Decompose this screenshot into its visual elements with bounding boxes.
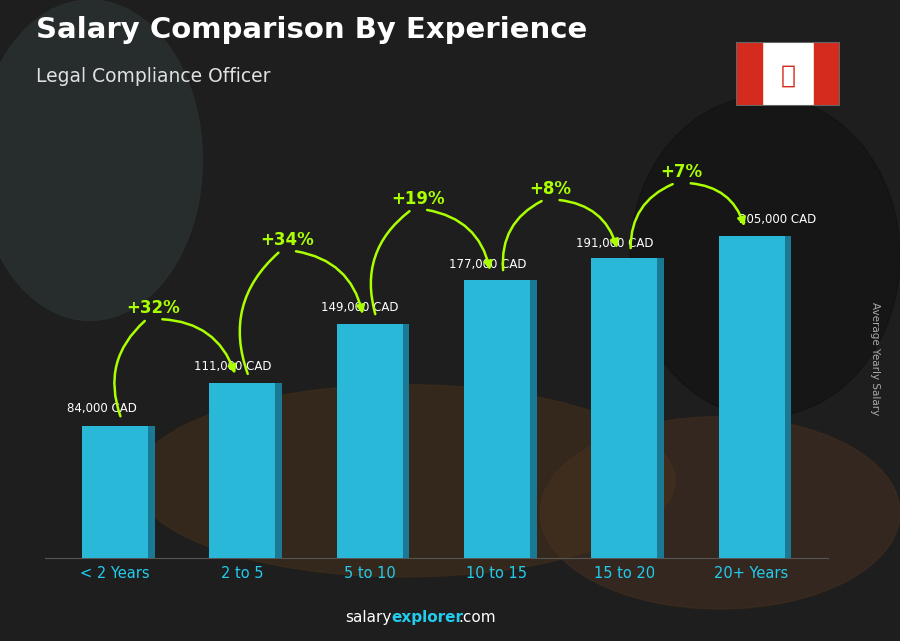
Text: explorer: explorer (392, 610, 464, 625)
Polygon shape (464, 280, 530, 558)
Polygon shape (591, 258, 657, 558)
Text: +19%: +19% (392, 190, 445, 208)
Bar (736, 42, 762, 106)
Ellipse shape (135, 385, 675, 577)
Text: +8%: +8% (529, 180, 572, 198)
Text: Average Yearly Salary: Average Yearly Salary (869, 303, 880, 415)
Text: 205,000 CAD: 205,000 CAD (739, 213, 816, 226)
Ellipse shape (0, 0, 202, 320)
Polygon shape (403, 324, 410, 558)
Ellipse shape (540, 417, 900, 609)
Text: +7%: +7% (661, 163, 703, 181)
Text: 84,000 CAD: 84,000 CAD (67, 402, 137, 415)
Polygon shape (785, 236, 791, 558)
Polygon shape (337, 324, 403, 558)
Polygon shape (275, 383, 282, 558)
Polygon shape (209, 383, 275, 558)
Polygon shape (657, 258, 664, 558)
Polygon shape (148, 426, 155, 558)
Text: +32%: +32% (126, 299, 180, 317)
Text: .com: .com (458, 610, 496, 625)
Polygon shape (718, 236, 785, 558)
Polygon shape (82, 426, 148, 558)
Bar (814, 42, 840, 106)
Text: 191,000 CAD: 191,000 CAD (576, 237, 653, 250)
Text: 149,000 CAD: 149,000 CAD (321, 301, 399, 314)
Text: Salary Comparison By Experience: Salary Comparison By Experience (36, 16, 587, 44)
Text: 177,000 CAD: 177,000 CAD (448, 258, 526, 271)
Text: Legal Compliance Officer: Legal Compliance Officer (36, 67, 271, 87)
Text: 111,000 CAD: 111,000 CAD (194, 360, 272, 372)
Text: +34%: +34% (260, 231, 314, 249)
Ellipse shape (630, 96, 900, 417)
Text: salary: salary (345, 610, 392, 625)
Polygon shape (530, 280, 536, 558)
Text: 🍁: 🍁 (780, 63, 796, 87)
